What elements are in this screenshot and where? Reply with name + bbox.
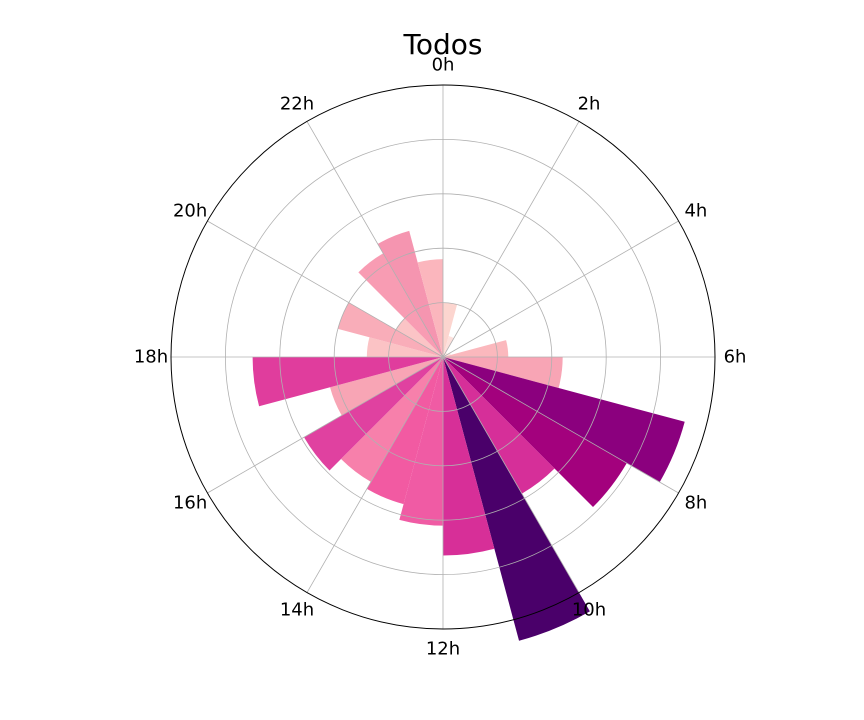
bar-hour-11 bbox=[443, 357, 495, 556]
bar-hour-6 bbox=[443, 357, 563, 388]
angular-gridline bbox=[306, 356, 444, 593]
bar-hour-12 bbox=[399, 357, 443, 526]
bar-hour-21 bbox=[358, 253, 443, 357]
polar-frame bbox=[170, 84, 716, 630]
bar-hour-7 bbox=[443, 357, 685, 483]
bar-hour-0 bbox=[443, 302, 458, 357]
labels-layer: 0h 2h 4h 6h 8h 10h 12h 14h 16h 18h 20h 22h bbox=[134, 55, 747, 660]
bar-hour-18 bbox=[366, 337, 443, 357]
bar-hour-16 bbox=[330, 357, 443, 416]
angular-gridline bbox=[442, 356, 679, 494]
theta-tick-label: 2h bbox=[578, 94, 601, 115]
angular-gridline bbox=[207, 356, 444, 494]
angular-gridline bbox=[442, 356, 580, 593]
bar-hour-19 bbox=[337, 302, 443, 357]
angular-gridline bbox=[306, 121, 444, 358]
grid-layer bbox=[170, 84, 716, 630]
bar-hour-9 bbox=[443, 357, 555, 494]
theta-tick-label: 22h bbox=[280, 94, 314, 115]
theta-tick-label: 8h bbox=[684, 493, 707, 514]
bar-hour-15 bbox=[304, 357, 443, 471]
theta-tick-label: 0h bbox=[432, 55, 455, 76]
theta-tick-label: 6h bbox=[724, 347, 747, 368]
theta-tick-label: 14h bbox=[280, 599, 314, 620]
theta-tick-label: 18h bbox=[134, 347, 168, 368]
theta-tick-label: 16h bbox=[173, 493, 207, 514]
theta-tick-label: 4h bbox=[684, 201, 707, 222]
bar-hour-17 bbox=[252, 357, 443, 407]
bar-hour-20 bbox=[395, 318, 443, 357]
theta-tick-label: 20h bbox=[173, 201, 207, 222]
angular-gridline bbox=[442, 121, 580, 358]
bar-hour-14 bbox=[341, 357, 443, 482]
chart-title: Todos bbox=[403, 28, 483, 61]
bar-hour-22 bbox=[377, 230, 443, 357]
bar-hour-13 bbox=[366, 357, 443, 505]
theta-tick-label: 12h bbox=[426, 639, 460, 660]
bar-hour-23 bbox=[417, 259, 443, 357]
theta-tick-label: 10h bbox=[572, 599, 606, 620]
bar-hour-8 bbox=[443, 357, 627, 508]
bar-hour-10 bbox=[443, 357, 590, 641]
bars-layer bbox=[252, 230, 685, 641]
angular-gridline bbox=[442, 220, 679, 358]
angular-gridline bbox=[207, 220, 444, 358]
bar-hour-5 bbox=[443, 340, 509, 357]
